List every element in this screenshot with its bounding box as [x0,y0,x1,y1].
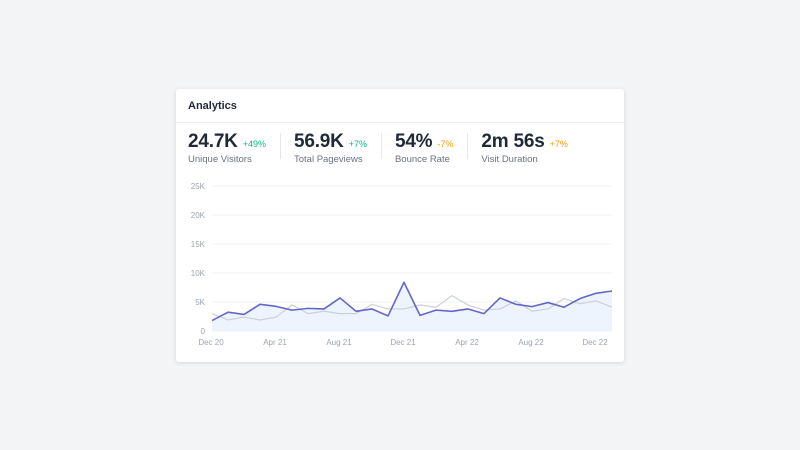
stat-value: 54% [394,131,433,152]
stat-change: -7% [437,139,454,149]
stat-change: +49% [242,139,266,149]
stat-label: Visit Duration [481,154,538,165]
stat-label: Total Pageviews [293,154,363,165]
stat-value: 2m 56s [481,131,545,152]
x-tick-label: Dec 22 [582,338,608,347]
x-tick-label: Aug 22 [518,338,544,347]
card-title: Analytics [176,89,624,123]
y-tick-label: 5K [195,298,205,307]
series-line-0 [211,281,613,322]
y-tick-label: 15K [191,240,206,249]
stat-total-pageviews: 56.9K +7% Total Pageviews [293,131,382,165]
x-tick-label: Dec 21 [390,338,416,347]
stat-change: +7% [348,139,367,149]
x-tick-label: Apr 22 [455,338,479,347]
y-tick-label: 20K [191,211,206,220]
x-tick-label: Apr 21 [263,338,287,347]
stat-bounce-rate: 54% -7% Bounce Rate [394,131,469,165]
stat-unique-visitors: 24.7K +49% Unique Visitors [188,131,281,165]
y-tick-label: 0 [201,327,206,336]
stat-visit-duration: 2m 56s +7% Visit Duration [481,131,582,165]
y-tick-label: 10K [191,269,206,278]
stat-value: 24.7K [188,131,238,152]
stat-label: Bounce Rate [394,154,450,165]
stat-label: Unique Visitors [188,154,252,165]
x-tick-label: Dec 20 [198,338,224,347]
stats-row: 24.7K +49% Unique Visitors 56.9K +7% Total… [176,123,624,165]
stat-value: 56.9K [293,131,344,152]
stat-change: +7% [549,139,568,149]
y-tick-label: 25K [191,182,206,191]
x-tick-label: Aug 21 [326,338,352,347]
series-line-1 [211,295,613,321]
